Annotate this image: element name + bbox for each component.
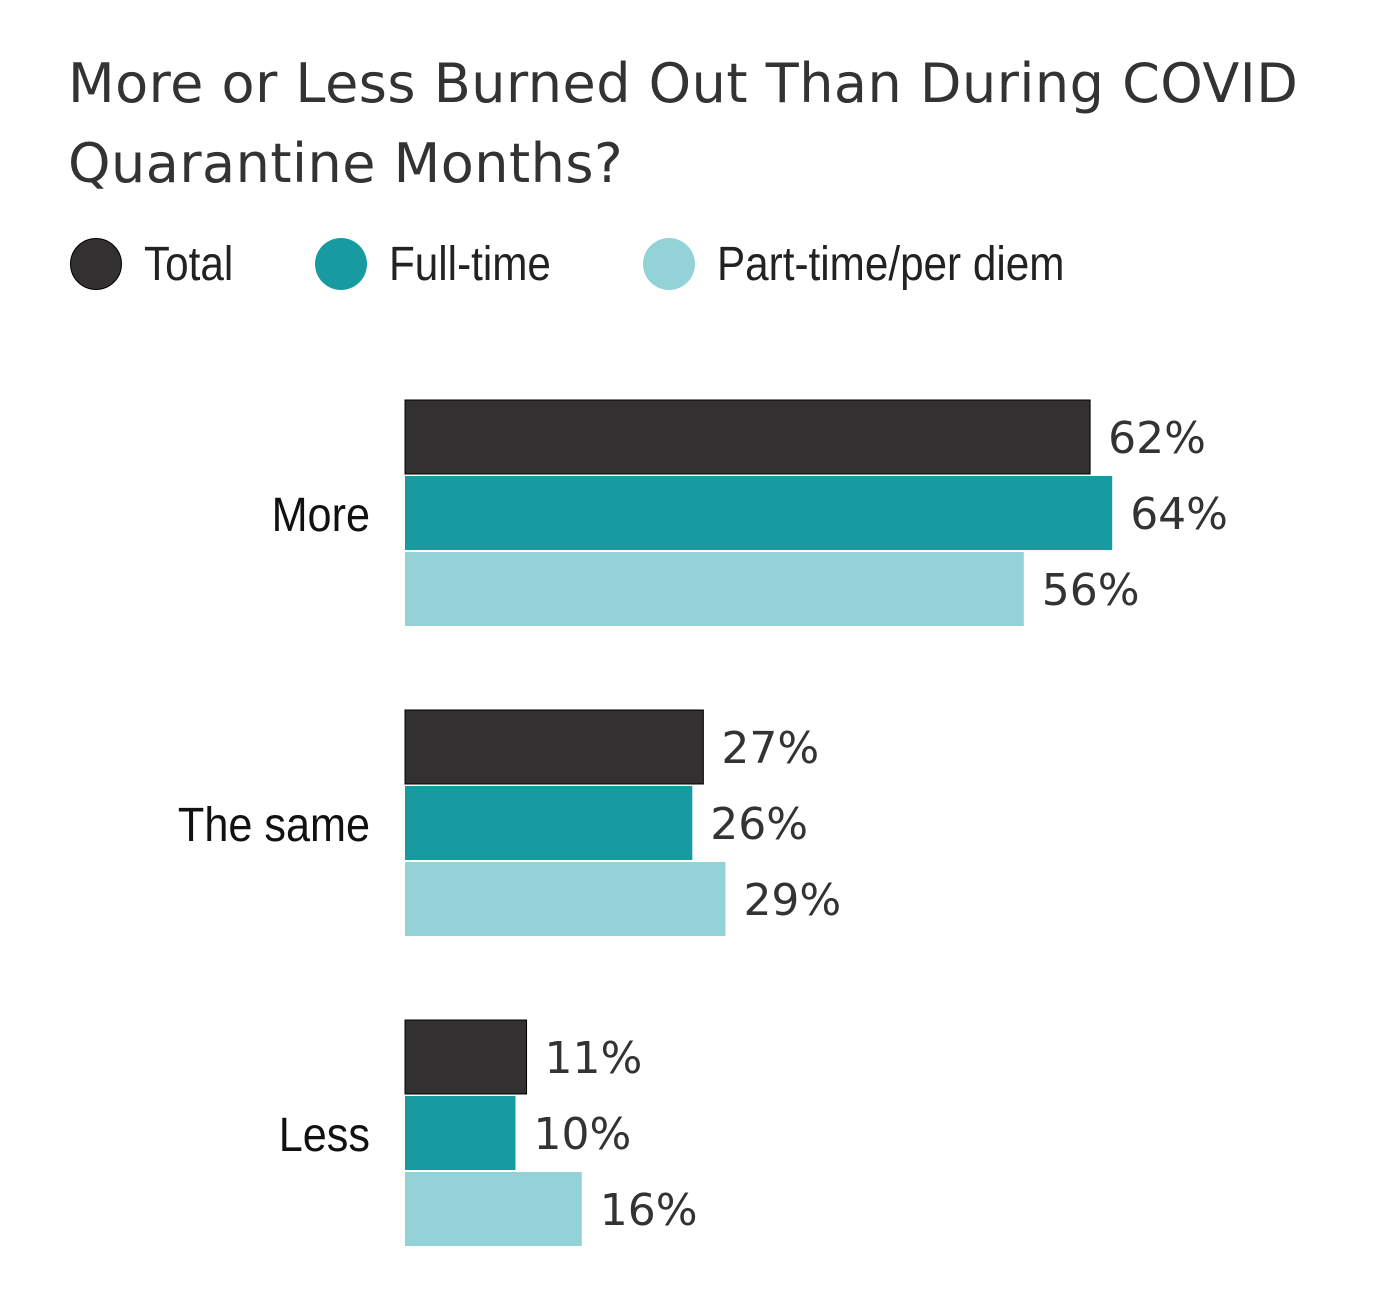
legend-swatch-total [70,238,122,290]
legend-swatch-part-time [643,238,696,290]
data-label: 11% [545,1033,643,1084]
category-label: More [272,488,370,542]
legend-label: Part-time/per diem [717,237,1065,291]
legend-label: Full-time [389,237,552,291]
legend: Total Full-time Part-time/per diem [70,236,1182,292]
data-label: 64% [1130,489,1228,540]
legend-item-part-time: Part-time/per diem [643,237,1112,292]
legend-swatch-full-time [315,238,368,290]
bar-full-time [405,476,1113,550]
data-label: 62% [1108,413,1206,464]
data-label: 26% [710,799,808,850]
bar-full-time [405,1096,516,1170]
legend-item-total: Total [70,237,245,292]
chart-title: More or Less Burned Out Than During COVI… [68,52,1299,195]
data-label: 16% [600,1185,698,1236]
legend-label: Total [144,237,234,291]
bar-full-time [405,786,693,860]
data-label: 10% [534,1109,632,1160]
bar-part-time-per-diem [405,552,1024,626]
data-label: 27% [721,723,819,774]
bar-total [404,709,704,785]
data-label: 29% [743,875,841,926]
bar-total [404,1019,528,1095]
legend-item-full-time: Full-time [315,237,573,292]
bar-part-time-per-diem [405,862,726,936]
bar-total [404,399,1091,475]
category-label: Less [279,1108,370,1162]
bar-part-time-per-diem [405,1172,582,1246]
category-label: The same [178,798,370,852]
data-label: 56% [1042,565,1140,616]
